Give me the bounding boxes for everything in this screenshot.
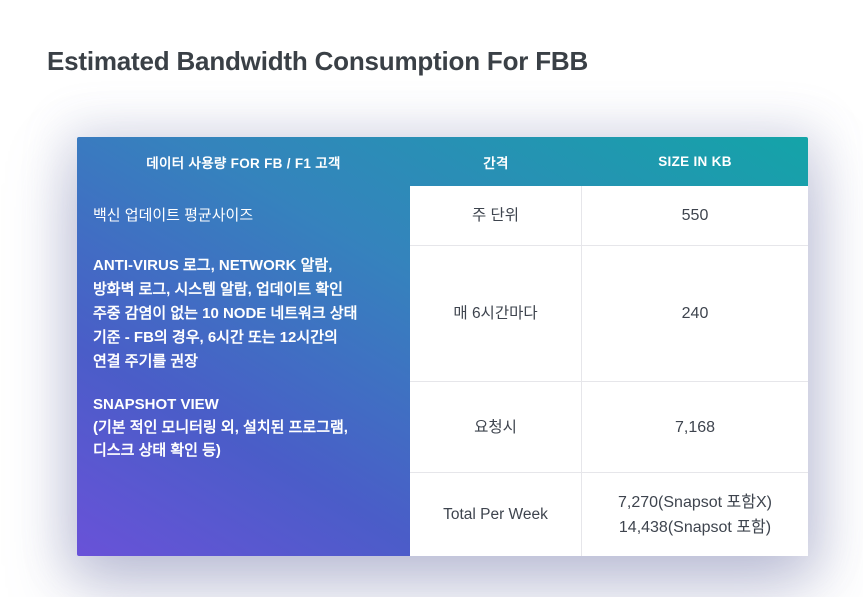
row-label-line-2: 방화벽 로그, 시스템 알람, 업데이트 확인 xyxy=(93,281,343,298)
interval-cell-total-per-week: Total Per Week xyxy=(410,473,582,556)
size-cell-7168: 7,168 xyxy=(582,382,808,473)
page-title: Estimated Bandwidth Consumption For FBB xyxy=(47,46,589,76)
row-label-line-3: 디스크 상태 확인 등) xyxy=(93,442,221,459)
row-label-antivirus-logs: ANTI-VIRUS 로그, NETWORK 알람, 방화벽 로그, 시스템 알… xyxy=(77,246,410,382)
row-label-empty xyxy=(77,473,410,556)
size-total-line-2: 14,438(Snapsot 포함) xyxy=(618,518,772,536)
row-label-line-3: 주중 감염이 없는 10 NODE 네트워크 상태 xyxy=(93,305,358,322)
row-label-line-5: 연결 주기를 권장 xyxy=(93,353,198,370)
size-text: 7,168 xyxy=(674,418,716,436)
size-cell-550: 550 xyxy=(582,186,808,246)
bandwidth-consumption-table: 데이터 사용량 FOR FB / F1 고객 간격 SIZE IN KB 백신 … xyxy=(77,137,808,556)
row-label-text: 백신 업데이트 평균사이즈 xyxy=(93,207,254,224)
interval-text: 요청시 xyxy=(474,418,517,436)
interval-text: 매 6시간마다 xyxy=(453,305,538,322)
column-header-interval: 간격 xyxy=(483,155,509,171)
row-label-snapshot-view: SNAPSHOT VIEW (기본 적인 모니터링 외, 설치된 프로그램, 디… xyxy=(77,382,410,473)
row-label-line-2: (기본 적인 모니터링 외, 설치된 프로그램, xyxy=(93,419,348,436)
column-header-size: SIZE IN KB xyxy=(658,154,732,169)
size-total-line-1: 7,270(Snapsot 포함X) xyxy=(618,493,772,511)
interval-text: 주 단위 xyxy=(471,207,520,224)
interval-text: Total Per Week xyxy=(443,506,548,523)
row-label-vaccine-update: 백신 업데이트 평균사이즈 xyxy=(77,186,410,246)
row-label-line-1: SNAPSHOT VIEW xyxy=(93,396,219,413)
row-label-line-4: 기준 - FB의 경우, 6시간 또는 12시간의 xyxy=(93,329,338,346)
column-header-usage: 데이터 사용량 FOR FB / F1 고객 xyxy=(146,155,341,171)
interval-cell-on-request: 요청시 xyxy=(410,382,582,473)
row-label-line-1: ANTI-VIRUS 로그, NETWORK 알람, xyxy=(93,257,333,274)
interval-cell-weekly: 주 단위 xyxy=(410,186,582,246)
size-text: 550 xyxy=(681,207,709,224)
size-cell-240: 240 xyxy=(582,246,808,382)
size-cell-totals: 7,270(Snapsot 포함X) 14,438(Snapsot 포함) xyxy=(582,473,808,556)
interval-cell-every-6-hours: 매 6시간마다 xyxy=(410,246,582,382)
size-text: 240 xyxy=(681,305,709,322)
